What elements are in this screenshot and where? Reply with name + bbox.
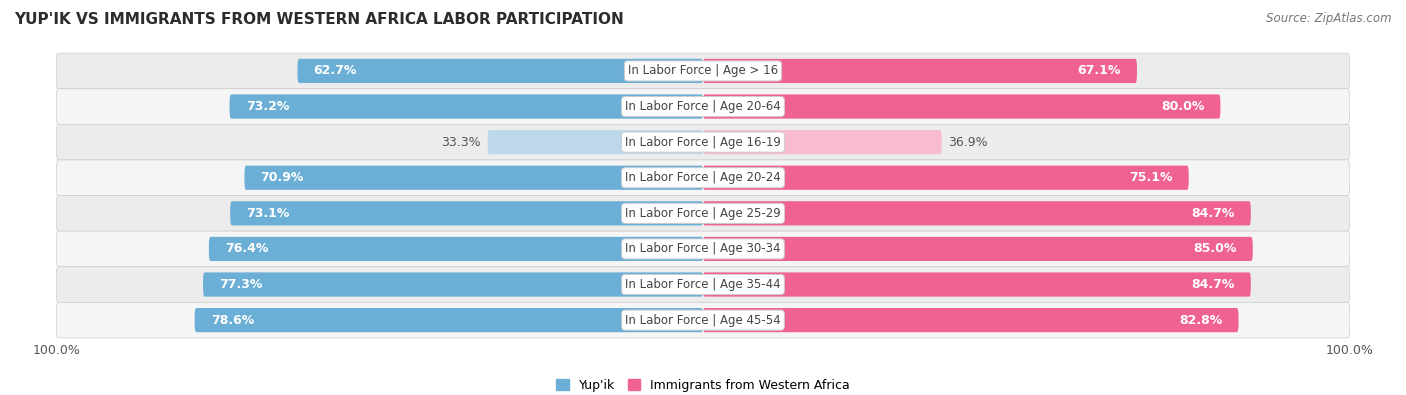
Text: Source: ZipAtlas.com: Source: ZipAtlas.com: [1267, 12, 1392, 25]
FancyBboxPatch shape: [703, 130, 942, 154]
FancyBboxPatch shape: [231, 201, 703, 226]
Text: In Labor Force | Age 20-64: In Labor Force | Age 20-64: [626, 100, 780, 113]
Legend: Yup'ik, Immigrants from Western Africa: Yup'ik, Immigrants from Western Africa: [551, 374, 855, 395]
Text: 67.1%: 67.1%: [1077, 64, 1121, 77]
Text: YUP'IK VS IMMIGRANTS FROM WESTERN AFRICA LABOR PARTICIPATION: YUP'IK VS IMMIGRANTS FROM WESTERN AFRICA…: [14, 12, 624, 27]
FancyBboxPatch shape: [703, 201, 1251, 226]
Text: 76.4%: 76.4%: [225, 243, 269, 256]
FancyBboxPatch shape: [202, 273, 703, 297]
FancyBboxPatch shape: [703, 308, 1239, 332]
Text: 62.7%: 62.7%: [314, 64, 357, 77]
Text: In Labor Force | Age 25-29: In Labor Force | Age 25-29: [626, 207, 780, 220]
FancyBboxPatch shape: [56, 302, 1350, 338]
FancyBboxPatch shape: [209, 237, 703, 261]
Text: 85.0%: 85.0%: [1194, 243, 1237, 256]
FancyBboxPatch shape: [56, 231, 1350, 267]
Text: 80.0%: 80.0%: [1161, 100, 1204, 113]
Text: 84.7%: 84.7%: [1191, 278, 1234, 291]
FancyBboxPatch shape: [703, 166, 1188, 190]
Text: 75.1%: 75.1%: [1129, 171, 1173, 184]
FancyBboxPatch shape: [703, 273, 1251, 297]
FancyBboxPatch shape: [56, 196, 1350, 231]
Text: In Labor Force | Age 30-34: In Labor Force | Age 30-34: [626, 243, 780, 256]
FancyBboxPatch shape: [298, 59, 703, 83]
Text: 78.6%: 78.6%: [211, 314, 254, 327]
Text: In Labor Force | Age 16-19: In Labor Force | Age 16-19: [626, 135, 780, 149]
Text: 82.8%: 82.8%: [1180, 314, 1222, 327]
Text: 73.1%: 73.1%: [246, 207, 290, 220]
FancyBboxPatch shape: [56, 124, 1350, 160]
Text: In Labor Force | Age 45-54: In Labor Force | Age 45-54: [626, 314, 780, 327]
FancyBboxPatch shape: [194, 308, 703, 332]
Text: 36.9%: 36.9%: [948, 135, 988, 149]
Text: 70.9%: 70.9%: [260, 171, 304, 184]
Text: In Labor Force | Age > 16: In Labor Force | Age > 16: [628, 64, 778, 77]
Text: 33.3%: 33.3%: [441, 135, 481, 149]
FancyBboxPatch shape: [703, 94, 1220, 118]
Text: In Labor Force | Age 20-24: In Labor Force | Age 20-24: [626, 171, 780, 184]
FancyBboxPatch shape: [245, 166, 703, 190]
FancyBboxPatch shape: [703, 237, 1253, 261]
FancyBboxPatch shape: [56, 267, 1350, 302]
Text: 73.2%: 73.2%: [246, 100, 290, 113]
FancyBboxPatch shape: [56, 160, 1350, 196]
Text: In Labor Force | Age 35-44: In Labor Force | Age 35-44: [626, 278, 780, 291]
FancyBboxPatch shape: [56, 53, 1350, 89]
FancyBboxPatch shape: [488, 130, 703, 154]
Text: 84.7%: 84.7%: [1191, 207, 1234, 220]
Text: 77.3%: 77.3%: [219, 278, 263, 291]
FancyBboxPatch shape: [56, 89, 1350, 124]
FancyBboxPatch shape: [229, 94, 703, 118]
FancyBboxPatch shape: [703, 59, 1137, 83]
